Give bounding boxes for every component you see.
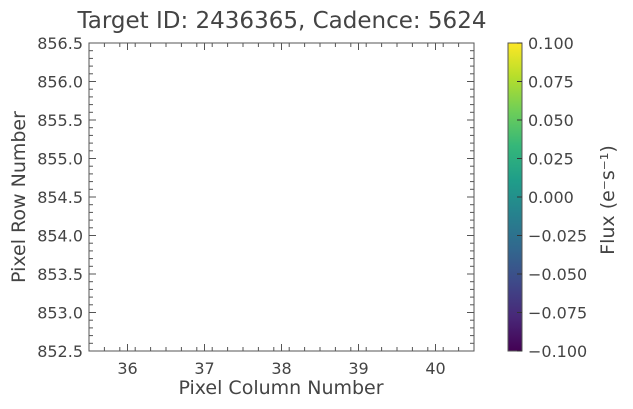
- colorbar-tick-label: −0.100: [528, 342, 587, 361]
- y-tick-label: 856.0: [37, 73, 83, 92]
- colorbar-tick-label: 0.000: [528, 188, 574, 207]
- x-tick-label: 40: [425, 359, 445, 378]
- colorbar-tick-label: 0.075: [528, 73, 574, 92]
- y-tick-label: 855.5: [37, 111, 83, 130]
- y-tick-label: 855.0: [37, 150, 83, 169]
- colorbar-ticks: 0.100 0.075 0.050 0.025 0.000 −0.025 −0.050 −0.…: [517, 34, 587, 361]
- colorbar-tick-label: 0.100: [528, 34, 574, 53]
- y-tick-label: 853.0: [37, 304, 83, 323]
- colorbar-tick-label: −0.075: [528, 304, 587, 323]
- y-tick-label: 854.0: [37, 227, 83, 246]
- y-tick-label: 852.5: [37, 342, 83, 361]
- colorbar-tick-label: −0.025: [528, 227, 587, 246]
- colorbar-tick-label: 0.025: [528, 150, 574, 169]
- y-tick-label: 856.5: [37, 34, 83, 53]
- colorbar-tick-label: −0.050: [528, 265, 587, 284]
- colorbar-label: Flux (e⁻s⁻¹): [597, 145, 619, 255]
- chart-title: Target ID: 2436365, Cadence: 5624: [77, 8, 487, 34]
- y-axis-ticks: 852.5 853.0 853.5 854.0 854.5 855.0 855.5 856.0…: [37, 34, 474, 361]
- colorbar-tick-label: 0.050: [528, 111, 574, 130]
- x-axis-label: Pixel Column Number: [178, 377, 383, 399]
- y-axis-label: Pixel Row Number: [8, 111, 30, 283]
- x-tick-label: 37: [194, 359, 214, 378]
- plot-frame: [88, 42, 475, 352]
- x-axis-ticks: 36 37 38 39 40: [88, 43, 475, 378]
- x-tick-label: 38: [271, 359, 291, 378]
- plot-area: [88, 42, 475, 352]
- x-tick-label: 39: [348, 359, 368, 378]
- y-tick-label: 854.5: [37, 188, 83, 207]
- x-tick-label: 36: [117, 359, 137, 378]
- y-tick-label: 853.5: [37, 265, 83, 284]
- colorbar: 0.100 0.075 0.050 0.025 0.000 −0.025 −0.050 −0.…: [507, 34, 619, 361]
